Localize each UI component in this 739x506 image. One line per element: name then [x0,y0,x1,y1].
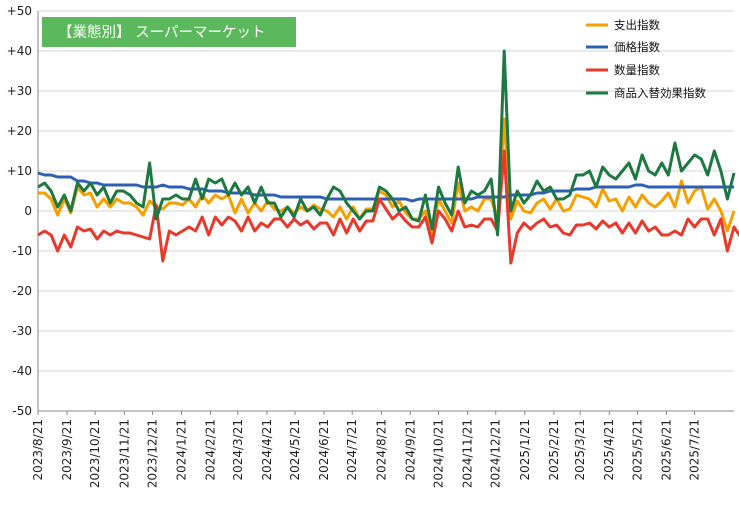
series-line-1 [37,171,734,203]
y-tick-label: +40 [7,44,32,58]
y-tick-label: 0 [24,204,32,218]
x-tick-label: 2024/3/21 [231,419,245,481]
x-tick-label: 2024/1/21 [175,419,189,481]
legend-label: 商品入替効果指数 [614,86,706,100]
x-tick-label: 2024/8/21 [374,419,388,481]
legend: 支出指数 価格指数 数量指数 商品入替効果指数 [586,18,706,100]
y-tick-labels: -50 -40 -30 -20 -10 0 +10 +20 +30 +40 +50 [7,4,32,418]
x-tick-label: 2023/11/21 [117,419,131,488]
y-tick-label: -40 [12,364,32,378]
chart-title: 【業態別】 スーパーマーケット [42,17,296,47]
x-tick-labels: 2023/8/21 2023/9/21 2023/10/21 2023/11/21 20… [31,419,702,488]
x-tick-label: 2024/6/21 [317,419,331,481]
y-tick-label: -30 [12,324,32,338]
legend-item: 価格指数 [586,40,660,54]
x-tick-label: 2024/4/21 [260,419,274,481]
series-lines [37,49,739,265]
x-tick-label: 2025/5/21 [630,419,644,481]
x-tick-label: 2023/8/21 [31,419,45,481]
legend-label: 支出指数 [614,18,660,32]
legend-label: 数量指数 [614,63,660,77]
x-tick-label: 2025/1/21 [518,419,532,481]
x-tick-label: 2024/11/21 [461,419,475,488]
y-tick-label: +30 [7,84,32,98]
x-tick-label: 2024/9/21 [403,419,417,481]
chart-title-background [42,17,296,47]
y-tick-label: +10 [7,164,32,178]
x-tick-label: 2025/2/21 [547,419,561,481]
legend-item: 数量指数 [586,63,660,77]
x-tick-label: 2023/12/21 [145,419,159,488]
legend-item: 支出指数 [586,18,660,32]
x-tick-label: 2023/10/21 [88,419,102,488]
x-tick-label: 2025/6/21 [659,419,673,481]
chart-title-text: 【業態別】 スーパーマーケット [58,24,265,41]
x-tick-label: 2024/12/21 [489,419,503,488]
legend-label: 価格指数 [614,40,660,54]
y-tick-label: +20 [7,124,32,138]
y-tick-label: +50 [7,4,32,18]
x-tick-label: 2024/5/21 [288,419,302,481]
x-tick-label: 2025/7/21 [688,419,702,481]
y-tick-label: -10 [12,244,32,258]
x-tick-label: 2025/4/21 [602,419,616,481]
y-tick-label: -20 [12,284,32,298]
legend-item: 商品入替効果指数 [586,86,706,100]
x-tick-label: 2023/9/21 [60,419,74,481]
x-tick-label: 2024/2/21 [204,419,218,481]
axes [37,11,734,415]
x-tick-label: 2025/3/21 [573,419,587,481]
y-tick-label: -50 [12,404,32,418]
x-tick-label: 2024/7/21 [345,419,359,481]
x-tick-label: 2024/10/21 [432,419,446,488]
series-line-0 [38,117,736,237]
series-line-3 [37,49,736,237]
